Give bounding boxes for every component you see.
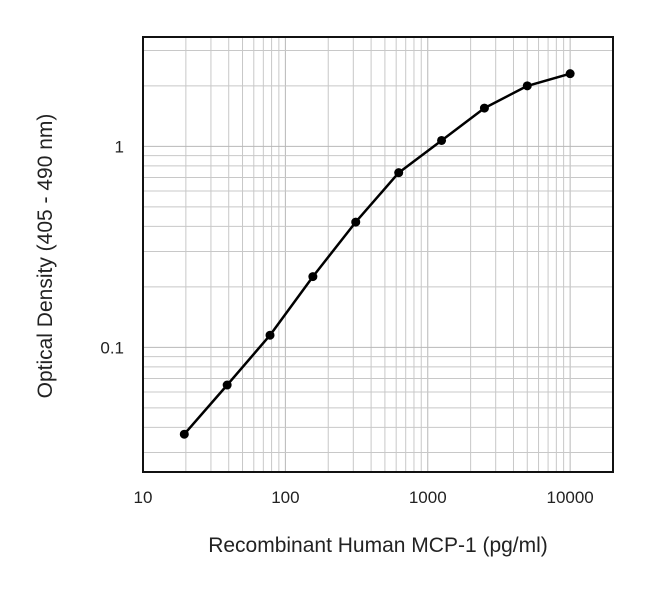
series-line bbox=[183, 72, 571, 436]
x-tick-label: 10 bbox=[134, 488, 153, 507]
x-axis-ticks: 10 100 1000 10000 bbox=[134, 488, 594, 507]
y-axis-title: Optical Density (405 - 490 nm) bbox=[34, 114, 57, 399]
x-tick-label: 10000 bbox=[546, 488, 593, 507]
data-point bbox=[222, 380, 232, 390]
x-tick-label: 1000 bbox=[409, 488, 447, 507]
data-point bbox=[565, 69, 575, 79]
data-point bbox=[308, 272, 318, 282]
data-point bbox=[179, 429, 189, 439]
data-point bbox=[437, 135, 447, 145]
data-point bbox=[479, 103, 489, 113]
y-tick-label: 1 bbox=[115, 137, 124, 156]
y-axis-ticks: 0.11 bbox=[100, 137, 124, 357]
y-tick-label: 0.1 bbox=[100, 338, 124, 357]
data-point bbox=[522, 81, 532, 91]
x-axis-title: Recombinant Human MCP-1 (pg/ml) bbox=[208, 534, 548, 557]
plot-frame bbox=[142, 36, 614, 473]
series-layer bbox=[179, 69, 575, 439]
x-tick-label: 100 bbox=[271, 488, 299, 507]
data-point bbox=[394, 168, 404, 178]
data-point bbox=[351, 217, 361, 227]
data-point bbox=[265, 330, 275, 340]
grid bbox=[143, 37, 613, 472]
